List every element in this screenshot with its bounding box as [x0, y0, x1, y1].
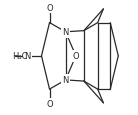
Text: N: N	[62, 76, 69, 85]
Text: O: O	[73, 52, 79, 61]
Text: N: N	[25, 52, 31, 61]
Text: O: O	[46, 100, 53, 109]
Text: N: N	[62, 28, 69, 37]
Text: O: O	[46, 4, 53, 13]
Text: H₃C: H₃C	[12, 52, 27, 61]
